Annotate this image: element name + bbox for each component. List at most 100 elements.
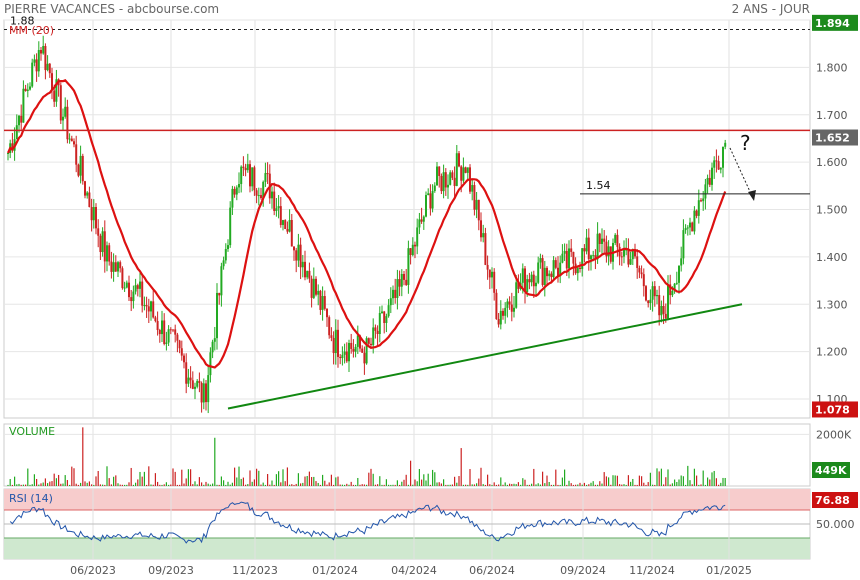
volume-bar [262,482,264,486]
candle-body [515,282,518,308]
candle-body [425,195,427,217]
candle-body [68,138,71,140]
volume-bar [524,479,526,486]
volume-bar [93,484,95,486]
candle-body [385,316,388,323]
candle-body [165,342,168,344]
candle-body [216,292,218,339]
volume-bar [443,479,445,486]
candle-body [297,244,300,261]
volume-bar [106,466,108,486]
ma-label: MM (20) [9,24,54,37]
candle-body [706,177,709,185]
volume-bar [264,484,266,486]
volume-bar [203,484,205,486]
volume-bar [608,477,610,486]
candle-body [183,355,185,363]
volume-bar [671,483,673,486]
candle-body [81,155,84,182]
candle-body [123,287,126,289]
volume-bar [592,481,594,486]
volume-bar [27,468,29,486]
candle-body [400,273,403,287]
volume-bar [234,467,236,486]
candle-body [607,246,610,257]
volume-bar [467,484,469,486]
volume-bar [370,468,372,486]
candle-body [310,278,313,298]
candle-body [88,192,91,208]
candle-body [440,175,443,192]
candle-body [475,199,478,210]
volume-bar [669,484,671,486]
volume-bar [421,479,423,486]
candle-body [79,155,82,176]
candle-body [576,267,579,274]
candle-body [255,190,258,196]
candle-body [31,62,34,87]
volume-bar [394,484,396,486]
candle-body [537,262,540,283]
volume-bar [249,470,251,486]
candle-body [409,248,412,256]
candle-body [196,380,199,387]
volume-bar [418,469,420,486]
candle-body [524,268,526,292]
candle-body [341,354,344,359]
candle-body [207,375,210,403]
volume-bar [185,478,187,486]
candle-body [517,282,520,289]
volume-bar [713,470,715,486]
volume-bar [170,484,172,486]
volume-bar [269,484,271,486]
volume-bar [359,484,361,486]
candle-body [627,249,630,265]
candle-body [451,172,454,178]
candle-body [235,187,238,195]
volume-bar [570,483,572,486]
volume-bar [643,482,645,486]
candle-body [99,235,102,253]
candle-body [631,249,634,260]
volume-bar [18,483,20,486]
volume-bar [194,481,196,486]
candle-body [42,46,45,54]
volume-bar [22,484,24,486]
volume-bar [410,460,412,486]
y-tick-label: 1.200 [816,346,848,359]
candle-body [561,253,564,263]
candle-body [22,88,25,123]
price-badge-bg [812,401,858,418]
volume-bar [150,484,152,486]
volume-bar [663,484,665,486]
volume-bar [377,484,379,486]
volume-bar [546,475,548,486]
candle-body [64,106,67,117]
volume-bar [110,484,112,486]
x-tick-label: 09/2024 [560,564,606,577]
volume-bar [135,482,137,486]
candle-body [286,229,289,232]
volume-bar [84,481,86,486]
volume-bar [82,427,84,486]
volume-bar [55,478,57,486]
candle-body [477,199,480,221]
candle-body [678,265,680,283]
candle-body [242,166,245,168]
volume-bar [484,484,486,486]
candle-body [416,227,419,247]
volume-bar [667,469,669,486]
candle-body [213,338,216,342]
volume-bar [190,469,192,486]
volume-bar [495,484,497,486]
candle-body [510,304,513,312]
volume-bar [372,473,374,486]
candle-body [414,244,416,247]
volume-bar [665,477,667,486]
volume-bar [696,475,698,486]
candle-body [471,185,474,192]
candle-body [266,173,269,175]
volume-bar [469,469,471,486]
volume-bar [423,474,425,486]
volume-bar [102,484,104,486]
